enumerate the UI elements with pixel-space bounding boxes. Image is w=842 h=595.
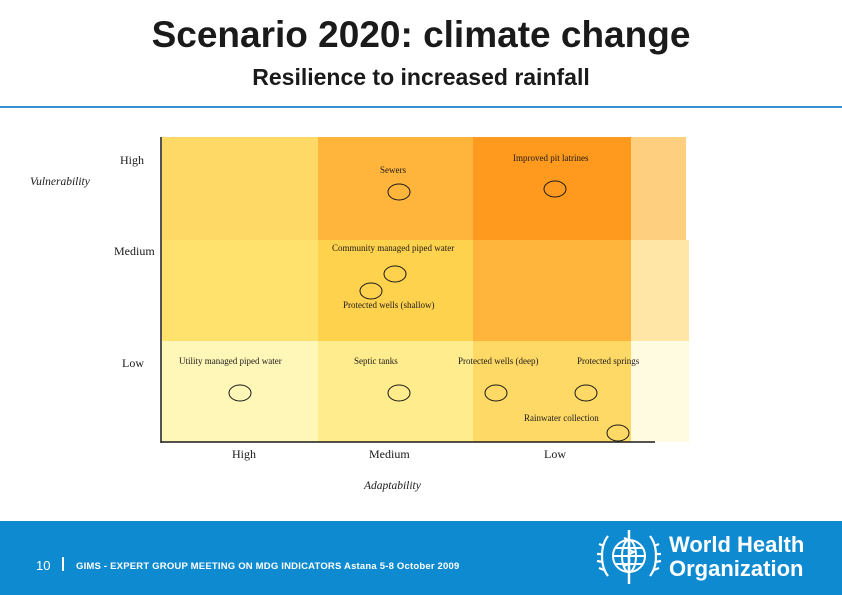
cell-medium-medium	[318, 240, 473, 341]
footer-text: GIMS - EXPERT GROUP MEETING ON MDG INDIC…	[76, 561, 460, 572]
footer-band	[0, 521, 842, 595]
who-emblem-icon	[596, 530, 662, 584]
cell-low-high	[162, 341, 318, 442]
option-label-rainwater-collection: Rainwater collection	[524, 413, 599, 423]
marker-sewers[interactable]	[387, 183, 411, 201]
y-level-high: High	[120, 153, 144, 167]
slide-subtitle: Resilience to increased rainfall	[252, 64, 590, 90]
cell-low-medium	[318, 341, 473, 442]
option-label-protected-wells-deep: Protected wells (deep)	[458, 356, 539, 366]
cell-high-edge	[631, 137, 686, 240]
x-axis-label: Adaptability	[364, 480, 421, 492]
cell-medium-edge	[631, 240, 689, 341]
footer-separator	[62, 557, 64, 571]
marker-septic-tanks[interactable]	[387, 384, 411, 402]
cell-medium-high	[162, 240, 318, 341]
marker-utility-piped-water[interactable]	[228, 384, 252, 402]
cell-low-low	[473, 341, 631, 442]
cell-medium-low	[473, 240, 631, 341]
cell-high-medium	[318, 137, 473, 240]
option-label-protected-springs: Protected springs	[577, 356, 640, 366]
title-divider	[0, 106, 842, 108]
x-level-high: High	[232, 447, 256, 461]
y-level-low: Low	[122, 356, 144, 370]
option-label-improved-pit-latrines: Improved pit latrines	[513, 153, 589, 163]
cell-high-high	[162, 137, 318, 240]
marker-protected-wells-deep[interactable]	[484, 384, 508, 402]
option-label-utility-piped-water: Utility managed piped water	[179, 356, 282, 366]
option-label-protected-wells-shallow: Protected wells (shallow)	[343, 300, 435, 310]
x-level-medium: Medium	[369, 447, 410, 461]
marker-rainwater-collection[interactable]	[606, 424, 630, 442]
organization-name: World Health Organization	[669, 533, 804, 581]
organization-name-line2: Organization	[669, 556, 804, 581]
option-label-community-piped-water: Community managed piped water	[332, 243, 455, 253]
option-label-septic-tanks: Septic tanks	[354, 356, 398, 366]
slide-title: Scenario 2020: climate change	[151, 14, 691, 55]
marker-community-piped-water[interactable]	[383, 265, 407, 283]
option-label-sewers: Sewers	[380, 165, 406, 175]
y-axis-label: Vulnerability	[30, 176, 90, 188]
page-number: 10	[36, 558, 51, 573]
cell-high-low	[473, 137, 631, 240]
organization-name-line1: World Health	[669, 532, 805, 557]
marker-improved-pit-latrines[interactable]	[543, 180, 567, 198]
marker-protected-springs[interactable]	[574, 384, 598, 402]
cell-low-edge	[631, 341, 689, 442]
marker-protected-wells-shallow[interactable]	[359, 282, 383, 300]
x-level-low: Low	[544, 447, 566, 461]
y-level-medium: Medium	[114, 244, 155, 258]
